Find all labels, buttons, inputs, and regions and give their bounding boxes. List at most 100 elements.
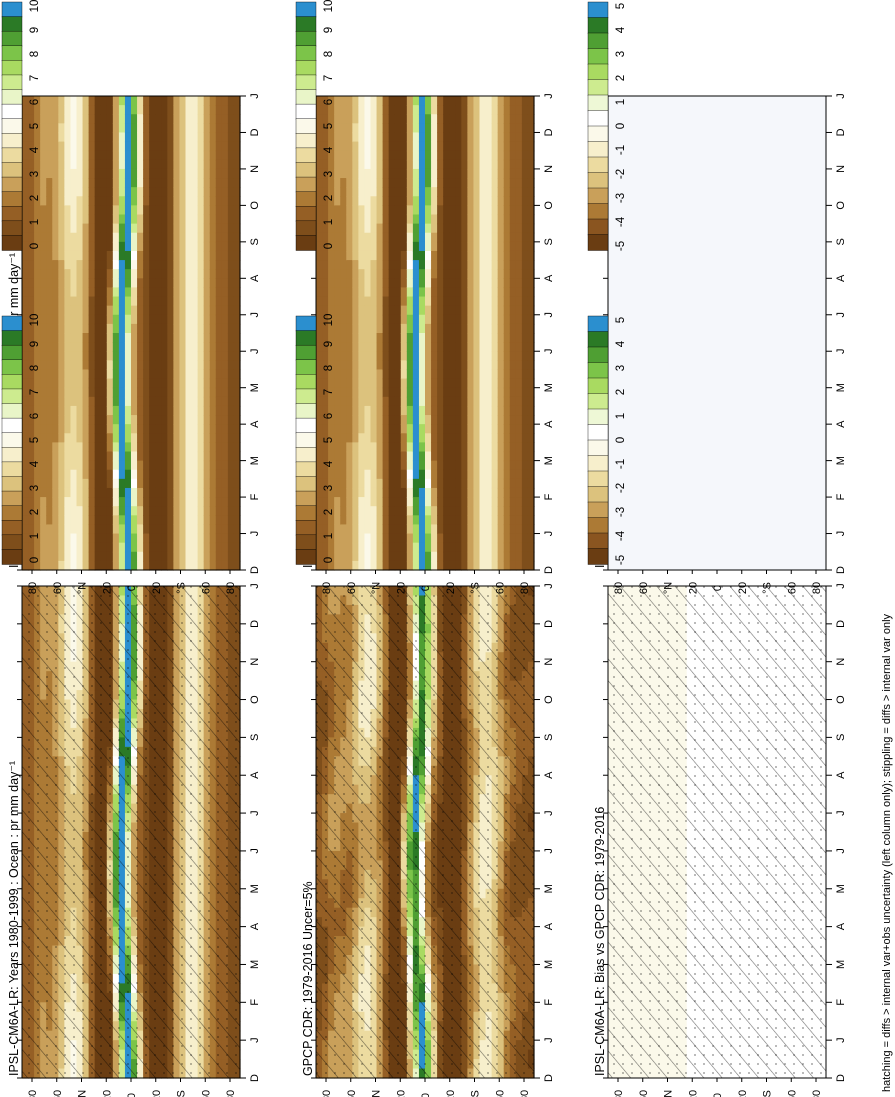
heatmap-cell [46,150,53,161]
heatmap-cell [161,96,168,106]
heatmap-cell [149,487,156,498]
heatmap-cell [215,551,223,562]
heatmap-cell [52,415,59,425]
heatmap-cell [179,424,187,434]
heatmap-cell [137,451,144,462]
heatmap-cell [94,241,102,252]
heatmap-cell [191,487,199,498]
heatmap-cell [112,278,120,289]
heatmap-cell [76,96,84,106]
time-tick-label: D [249,566,261,574]
heatmap-cell [131,560,138,571]
heatmap-cell [88,159,96,170]
heatmap-cell [64,96,72,106]
heatmap-cell [64,424,72,434]
heatmap-cell [34,487,41,498]
heatmap-cell [82,187,90,197]
heatmap-cell [233,369,241,380]
heatmap-cell [40,415,47,425]
heatmap-cell [40,232,47,243]
heatmap-cell [58,424,65,434]
heatmap-cell [221,196,229,206]
lat-tick-label: °S [176,1090,188,1097]
heatmap-cell [137,442,144,453]
heatmap-cell [100,241,108,252]
heatmap-cell [137,469,144,480]
heatmap-cell [52,369,59,380]
heatmap-cell [209,123,217,134]
heatmap-cell [46,232,53,243]
heatmap-cell [112,542,120,553]
heatmap-cell [227,560,235,571]
heatmap-cell [131,351,138,361]
heatmap-cell [82,415,90,425]
heatmap-cell [203,433,211,443]
heatmap-cell [203,159,211,170]
heatmap-cell [203,187,211,197]
heatmap-cell [70,396,78,407]
heatmap-cell [221,351,229,361]
heatmap-cell [179,533,187,544]
heatmap-cell [118,342,126,352]
heatmap-cell [70,469,78,480]
heatmap-cell [149,196,156,206]
heatmap-cell [143,442,150,453]
heatmap-cell [221,551,229,562]
heatmap-cell [28,506,35,516]
heatmap-cell [221,478,229,489]
heatmap-cell [40,451,47,462]
heatmap-cell [106,296,114,307]
heatmap-cell [52,269,59,279]
heatmap-cell [137,296,144,307]
heatmap-cell [100,196,108,206]
heatmap-cell [137,369,144,380]
heatmap-cell [94,497,102,507]
heatmap-cell [209,405,217,416]
lat-tick-label: 20 [101,1090,113,1097]
heatmap-cell [137,351,144,361]
heatmap-cell [221,506,229,516]
heatmap-cell [52,524,59,535]
heatmap-cell [40,442,47,453]
heatmap-cell [58,250,65,261]
heatmap-cell [46,114,53,124]
heatmap-cell [34,333,41,343]
heatmap-cell [137,105,144,115]
heatmap-cell [233,223,241,234]
heatmap-cell [179,105,187,115]
heatmap-cell [40,196,47,206]
heatmap-cell [46,469,53,480]
heatmap-cell [106,415,114,425]
heatmap-cell [46,223,53,234]
heatmap-cell [167,132,174,143]
heatmap-cell [28,314,35,325]
heatmap-cell [22,378,29,389]
heatmap-cell [209,96,217,106]
heatmap-cell [106,241,114,252]
heatmap-cell [161,250,168,261]
heatmap-cell [173,269,181,279]
heatmap-cell [149,460,156,471]
heatmap-cell [233,123,241,134]
heatmap-cell [88,433,96,443]
heatmap-cell [46,241,53,252]
heatmap-cell [82,551,90,562]
heatmap-cell [64,241,72,252]
heatmap-cell [112,250,120,261]
heatmap-cell [233,460,241,471]
heatmap-cell [131,305,138,316]
heatmap-cell [88,360,96,371]
heatmap-cell [118,405,126,416]
heatmap-cell [155,524,162,535]
heatmap-cell [58,524,65,535]
heatmap-cell [155,469,162,480]
heatmap-cell [82,205,90,216]
heatmap-cell [70,269,78,279]
heatmap-cell [149,305,156,316]
heatmap-cell [70,405,78,416]
heatmap-cell [76,287,84,298]
heatmap-cell [179,187,187,197]
heatmap-cell [209,524,217,535]
heatmap-cell [124,487,132,498]
heatmap-cell [197,478,205,489]
